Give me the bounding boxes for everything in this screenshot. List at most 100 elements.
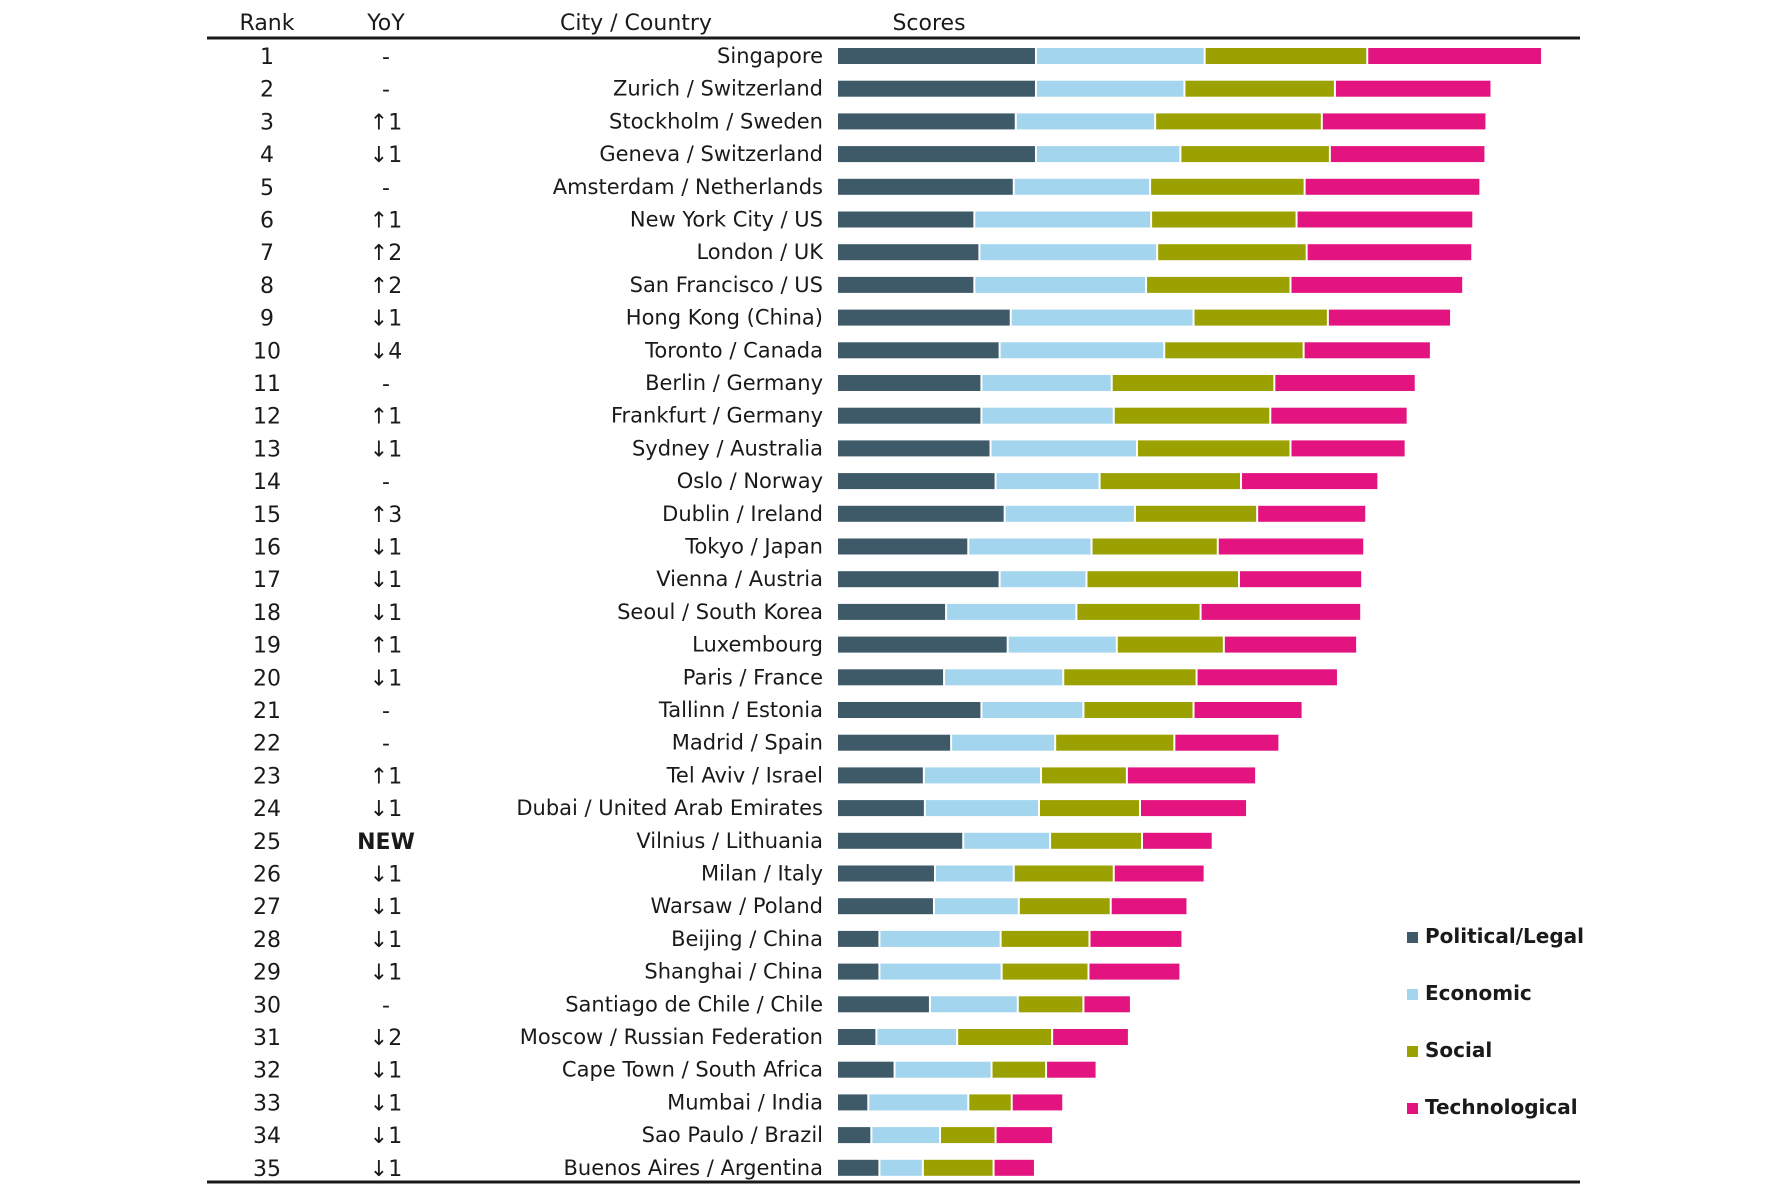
table-row: 29 ↓1 Shanghai / China: [253, 960, 1180, 986]
bar-segment-economic: [1000, 342, 1164, 359]
yoy-label: -: [382, 78, 390, 103]
header-city-country: City / Country: [560, 11, 712, 36]
bar-segment-technological: [1242, 473, 1378, 490]
yoy-label: ↓1: [370, 1091, 402, 1116]
rank-label: 19: [253, 634, 281, 659]
table-row: 35 ↓1 Buenos Aires / Argentina: [253, 1156, 1034, 1182]
bar-segment-technological: [1218, 538, 1364, 555]
rank-label: 17: [253, 568, 281, 593]
bar-segment-social: [1014, 865, 1113, 882]
city-label: Warsaw / Poland: [651, 894, 823, 918]
rank-label: 34: [253, 1124, 281, 1149]
legend: Political/Legal Economic Social Technologic…: [1407, 924, 1584, 1119]
rank-label: 35: [253, 1157, 281, 1182]
legend-label: Technological: [1425, 1095, 1578, 1119]
rank-label: 20: [253, 666, 281, 691]
bar-segment-technological: [1114, 865, 1204, 882]
yoy-label: -: [382, 470, 390, 495]
bar-segment-technological: [1047, 1061, 1096, 1078]
city-label: Zurich / Switzerland: [613, 77, 823, 101]
table-row: 9 ↓1 Hong Kong (China): [260, 306, 1451, 332]
city-label: Mumbai / India: [667, 1090, 823, 1114]
city-label: Amsterdam / Netherlands: [553, 175, 823, 199]
table-row: 6 ↑1 New York City / US: [260, 208, 1473, 234]
bar-segment-political-legal: [838, 898, 933, 915]
bar-segment-political-legal: [838, 48, 1035, 64]
yoy-label: ↓1: [370, 307, 402, 332]
bar-segment-economic: [934, 898, 1018, 915]
bar-segment-social: [1181, 146, 1329, 163]
yoy-label: ↑2: [370, 241, 402, 266]
bar-segment-political-legal: [838, 276, 974, 293]
bar-segment-technological: [1053, 1029, 1128, 1045]
rank-label: 32: [253, 1059, 281, 1084]
rank-label: 12: [253, 405, 281, 430]
bar-segment-political-legal: [838, 146, 1035, 163]
table-row: 12 ↑1 Frankfurt / Germany: [253, 404, 1407, 430]
table-row: 26 ↓1 Milan / Italy: [253, 862, 1204, 888]
bar-segment-political-legal: [838, 342, 999, 359]
bar-segment-technological: [1090, 930, 1182, 947]
city-label: Luxembourg: [692, 633, 823, 657]
bar-segment-social: [1087, 571, 1238, 588]
bar-segment-economic: [869, 1094, 968, 1111]
city-label: Vilnius / Lithuania: [636, 829, 823, 853]
table-row: 16 ↓1 Tokyo / Japan: [253, 535, 1364, 561]
bar-segment-economic: [945, 669, 1063, 686]
bar-segment-economic: [1008, 636, 1116, 653]
yoy-label: ↑1: [370, 764, 402, 789]
yoy-label: ↓1: [370, 895, 402, 920]
rank-label: 22: [253, 732, 281, 757]
rank-label: 8: [260, 274, 274, 299]
bar-segment-economic: [872, 1127, 940, 1144]
rank-label: 2: [260, 78, 274, 103]
table-row: 3 ↑1 Stockholm / Sweden: [260, 109, 1486, 135]
bar-segment-political-legal: [838, 800, 924, 817]
bar-segment-social: [1135, 505, 1257, 522]
rank-label: 24: [253, 797, 281, 822]
bar-segment-social: [1002, 963, 1088, 980]
bar-segment-social: [1100, 473, 1240, 490]
yoy-label: ↓1: [370, 1124, 402, 1149]
bar-segment-social: [1117, 636, 1223, 653]
rank-label: 21: [253, 699, 281, 724]
city-label: Buenos Aires / Argentina: [563, 1156, 823, 1180]
city-label: Stockholm / Sweden: [609, 109, 823, 133]
bar-segment-economic: [964, 832, 1050, 849]
bar-segment-political-legal: [838, 244, 979, 261]
legend-swatch: [1407, 989, 1418, 1000]
bar-segment-technological: [1307, 244, 1472, 261]
bar-segment-social: [1019, 898, 1110, 915]
bar-segment-political-legal: [838, 996, 929, 1013]
bar-segment-political-legal: [838, 603, 946, 620]
bar-segment-economic: [982, 375, 1111, 391]
bar-segment-technological: [1328, 309, 1451, 326]
city-label: London / UK: [696, 240, 824, 264]
bar-segment-technological: [1297, 211, 1473, 228]
yoy-label: ↓1: [370, 568, 402, 593]
bar-segment-political-legal: [838, 309, 1010, 326]
bar-segment-social: [1112, 375, 1274, 391]
bar-segment-social: [1042, 767, 1126, 784]
city-label: Santiago de Chile / Chile: [565, 992, 823, 1016]
bar-segment-social: [1092, 538, 1217, 555]
bar-segment-social: [1051, 832, 1142, 849]
city-label: Dublin / Ireland: [662, 502, 823, 526]
bar-segment-political-legal: [838, 1159, 879, 1176]
bar-segment-political-legal: [838, 963, 879, 980]
yoy-label: -: [382, 993, 390, 1018]
bar-segment-technological: [1271, 407, 1407, 424]
legend-item: Technological: [1407, 1095, 1578, 1119]
city-label: Moscow / Russian Federation: [520, 1025, 823, 1049]
chart-rows: 1 - Singapore 2 - Zurich / Switzerland 3 ↑1 Stoc…: [253, 44, 1541, 1182]
bar-segment-political-legal: [838, 178, 1013, 195]
bar-segment-technological: [1330, 146, 1485, 163]
city-label: Milan / Italy: [701, 862, 823, 886]
table-row: 24 ↓1 Dubai / United Arab Emirates: [253, 796, 1247, 822]
bar-segment-technological: [1304, 342, 1430, 359]
yoy-label: ↓1: [370, 437, 402, 462]
bar-segment-social: [1158, 244, 1306, 261]
table-row: 21 - Tallinn / Estonia: [253, 698, 1302, 724]
bar-segment-social: [1151, 178, 1304, 195]
